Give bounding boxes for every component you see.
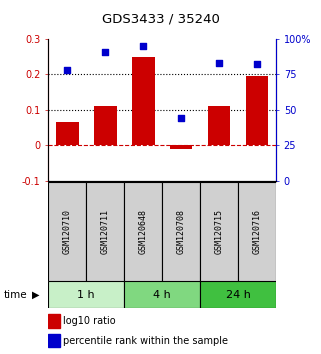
Bar: [200, 182, 238, 281]
Bar: [132, 57, 154, 145]
Text: 4 h: 4 h: [153, 290, 171, 300]
Bar: [86, 182, 124, 281]
Text: GSM120716: GSM120716: [253, 209, 262, 254]
Text: 1 h: 1 h: [77, 290, 95, 300]
Text: percentile rank within the sample: percentile rank within the sample: [63, 336, 228, 346]
Bar: [56, 122, 79, 145]
Text: 24 h: 24 h: [226, 290, 250, 300]
Bar: [208, 106, 230, 145]
Text: ▶: ▶: [32, 290, 40, 300]
Bar: [124, 182, 162, 281]
Bar: [124, 281, 200, 308]
Bar: [48, 182, 86, 281]
Text: GSM120715: GSM120715: [214, 209, 224, 254]
Bar: [200, 281, 276, 308]
Point: [178, 115, 184, 121]
Bar: [48, 334, 60, 347]
Text: GSM120710: GSM120710: [63, 209, 72, 254]
Text: GSM120708: GSM120708: [177, 209, 186, 254]
Bar: [48, 314, 60, 328]
Text: GSM120711: GSM120711: [100, 209, 110, 254]
Text: time: time: [4, 290, 28, 300]
Point: [255, 62, 260, 67]
Point: [141, 43, 146, 49]
Bar: [246, 76, 268, 145]
Bar: [48, 281, 124, 308]
Bar: [238, 182, 276, 281]
Text: GDS3433 / 35240: GDS3433 / 35240: [101, 12, 220, 25]
Point: [102, 49, 108, 55]
Bar: [162, 182, 200, 281]
Bar: [94, 106, 117, 145]
Text: GSM120648: GSM120648: [139, 209, 148, 254]
Text: log10 ratio: log10 ratio: [63, 316, 116, 326]
Point: [65, 67, 70, 73]
Bar: [170, 145, 193, 149]
Point: [216, 60, 221, 66]
